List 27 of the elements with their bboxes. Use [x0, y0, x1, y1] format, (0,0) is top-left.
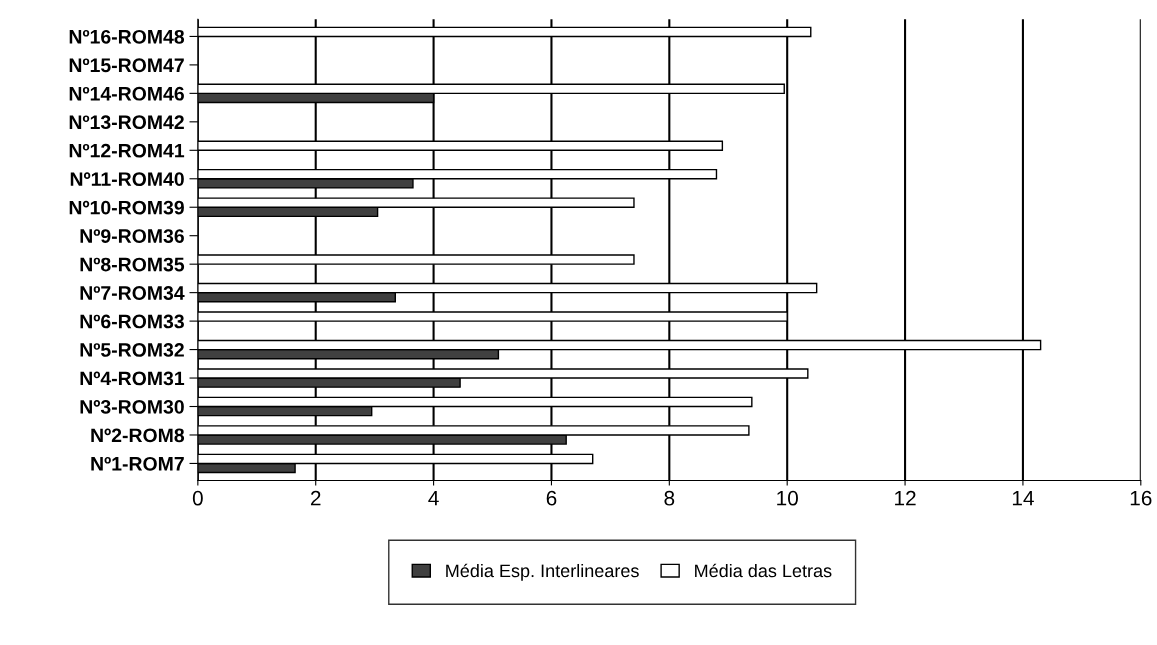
x-tick-label: 14	[1012, 491, 1034, 506]
legend-label: Média das Letras	[695, 563, 832, 578]
y-tick-label: Nº16-ROM48	[69, 29, 185, 44]
x-tick-label: 12	[895, 490, 916, 506]
y-tick-label: Nº7-ROM34	[80, 286, 185, 300]
y-tick-label: Nº11-ROM40	[70, 172, 184, 187]
y-tick-label: Nº3-ROM30	[80, 399, 184, 414]
y-tick-label: Nº15-ROM47	[69, 58, 184, 73]
y-tick-label: Nº1-ROM7	[91, 456, 184, 471]
x-tick-label: 8	[664, 490, 675, 506]
y-tick-label: Nº12-ROM41	[69, 143, 185, 158]
y-tick-label: Nº14-ROM46	[69, 86, 184, 101]
x-tick-label: 10	[777, 490, 798, 506]
x-tick-label: 2	[310, 490, 321, 506]
y-tick-label: Nº8-ROM35	[80, 257, 185, 272]
y-tick-label: Nº9-ROM36	[80, 229, 184, 243]
x-tick-label: 4	[428, 491, 439, 506]
y-tick-label: Nº6-ROM33	[80, 314, 184, 329]
x-tick-label: 0	[192, 490, 203, 506]
legend-label: Média Esp. Interlineares	[446, 563, 639, 581]
x-tick-label: 16	[1130, 490, 1152, 506]
y-tick-label: Nº4-ROM31	[80, 371, 185, 386]
y-tick-label: Nº13-ROM42	[69, 115, 184, 130]
y-tick-label: Nº5-ROM32	[80, 343, 184, 357]
y-tick-label: Nº10-ROM39	[69, 200, 184, 215]
y-tick-label: Nº2-ROM8	[91, 428, 185, 443]
x-tick-label: 6	[546, 490, 557, 506]
